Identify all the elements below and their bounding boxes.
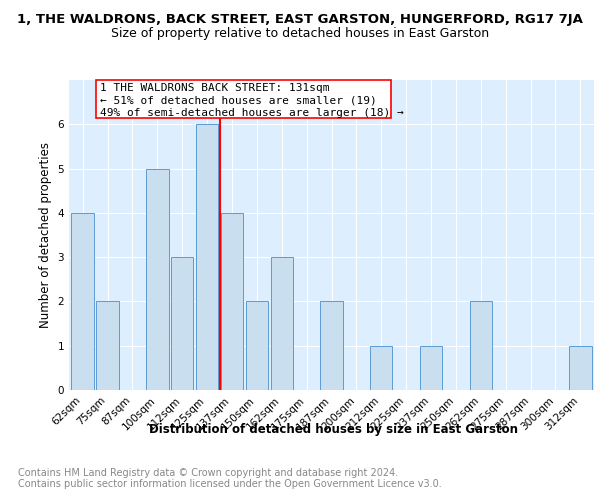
Bar — [320, 302, 343, 390]
Bar — [569, 346, 592, 390]
Text: Size of property relative to detached houses in East Garston: Size of property relative to detached ho… — [111, 28, 489, 40]
Bar — [71, 213, 94, 390]
Y-axis label: Number of detached properties: Number of detached properties — [39, 142, 52, 328]
Text: 49% of semi-detached houses are larger (18) →: 49% of semi-detached houses are larger (… — [100, 108, 404, 118]
Bar — [146, 168, 169, 390]
Bar — [370, 346, 392, 390]
Text: 1 THE WALDRONS BACK STREET: 131sqm: 1 THE WALDRONS BACK STREET: 131sqm — [100, 83, 329, 93]
Bar — [420, 346, 442, 390]
Text: ← 51% of detached houses are smaller (19): ← 51% of detached houses are smaller (19… — [100, 96, 377, 106]
Text: 1, THE WALDRONS, BACK STREET, EAST GARSTON, HUNGERFORD, RG17 7JA: 1, THE WALDRONS, BACK STREET, EAST GARST… — [17, 12, 583, 26]
Bar — [470, 302, 492, 390]
Bar — [271, 257, 293, 390]
Text: Contains public sector information licensed under the Open Government Licence v3: Contains public sector information licen… — [18, 479, 442, 489]
Text: Contains HM Land Registry data © Crown copyright and database right 2024.: Contains HM Land Registry data © Crown c… — [18, 468, 398, 477]
Bar — [221, 213, 243, 390]
Bar — [97, 302, 119, 390]
Bar — [171, 257, 193, 390]
Bar — [196, 124, 218, 390]
Text: Distribution of detached houses by size in East Garston: Distribution of detached houses by size … — [149, 422, 517, 436]
FancyBboxPatch shape — [97, 80, 391, 118]
Bar — [245, 302, 268, 390]
